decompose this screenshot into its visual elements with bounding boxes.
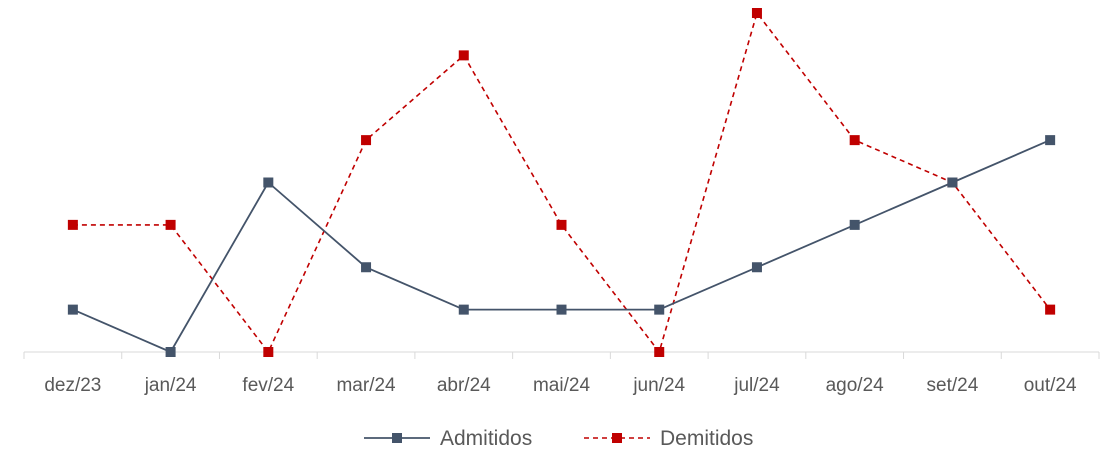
legend-marker (392, 433, 402, 443)
data-point (1045, 304, 1056, 315)
x-tick-label: ago/24 (826, 375, 885, 396)
x-tick-label: dez/23 (44, 375, 101, 396)
data-point (263, 177, 274, 188)
x-tick-label: set/24 (927, 375, 979, 396)
data-point (458, 304, 469, 315)
series-line (72, 139, 1051, 353)
x-tick-label: mai/24 (533, 375, 590, 396)
series-line (72, 12, 1051, 353)
data-point (67, 219, 78, 230)
legend-label: Admitidos (440, 427, 532, 450)
series-layer (67, 8, 1056, 357)
data-point (556, 219, 567, 230)
x-axis (23, 351, 1100, 359)
legend-item-demitidos: Demitidos (584, 427, 753, 450)
data-point (458, 50, 469, 61)
data-point (165, 219, 176, 230)
data-point (1045, 135, 1056, 146)
data-point (556, 304, 567, 315)
x-tick-label: jan/24 (144, 375, 197, 396)
data-point (67, 304, 78, 315)
x-tick-labels: dez/23 jan/24 fev/24 mar/24 abr/24 mai/24 jun/… (44, 375, 1077, 396)
legend: Admitidos Demitidos (364, 427, 753, 450)
data-point (751, 262, 762, 273)
x-tick-label: fev/24 (242, 375, 294, 396)
legend-label: Demitidos (660, 427, 753, 450)
series-admitidos (67, 135, 1056, 357)
data-point (361, 262, 372, 273)
data-point (263, 347, 274, 357)
data-point (849, 135, 860, 146)
x-tick-label: abr/24 (437, 375, 491, 396)
x-tick-label: jun/24 (632, 375, 685, 396)
x-tick-label: out/24 (1024, 375, 1077, 396)
data-point (165, 347, 176, 357)
data-point (654, 304, 665, 315)
data-point (947, 177, 958, 188)
data-point (361, 135, 372, 146)
legend-marker (612, 433, 622, 443)
legend-item-admitidos: Admitidos (364, 427, 532, 450)
x-tick-label: jul/24 (733, 375, 780, 396)
data-point (849, 219, 860, 230)
x-tick-label: mar/24 (336, 375, 396, 396)
data-point (751, 8, 762, 18)
data-point (654, 347, 665, 357)
